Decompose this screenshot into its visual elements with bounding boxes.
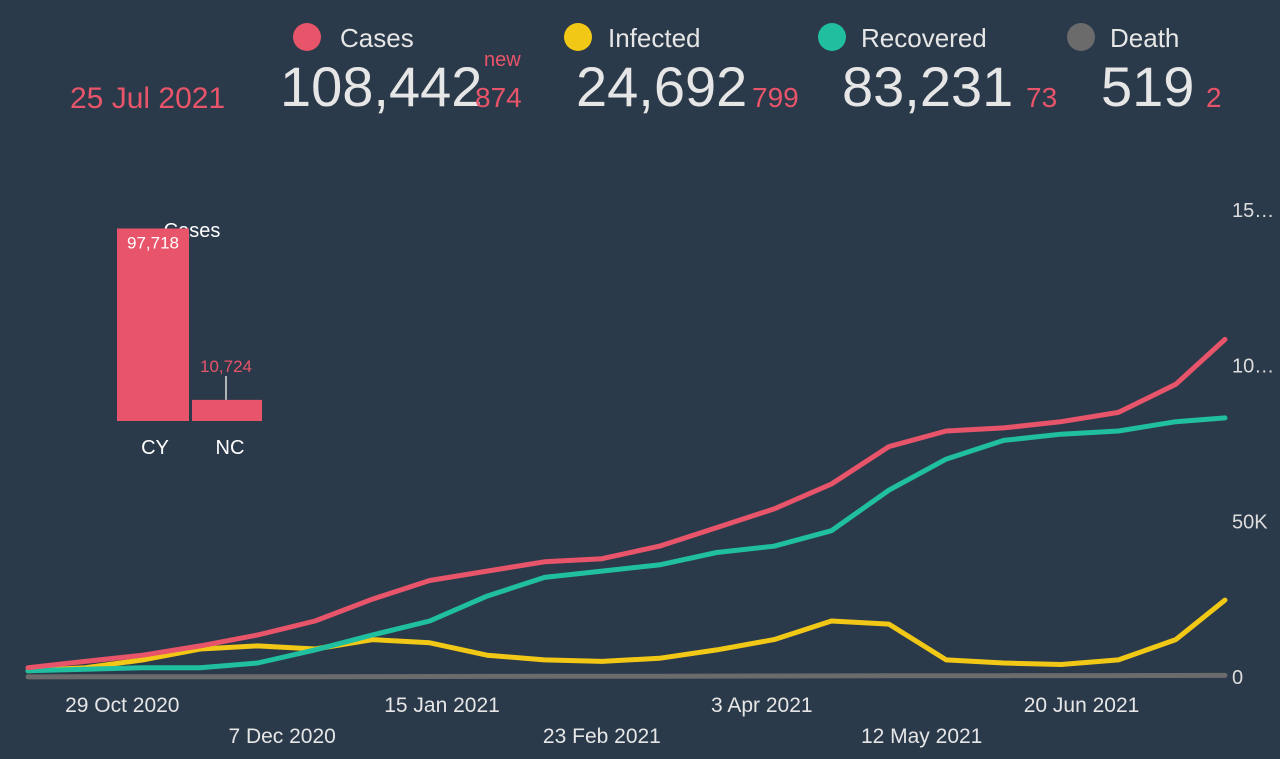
series-line bbox=[25, 336, 1228, 671]
date: 25 Jul 2021 bbox=[70, 82, 225, 115]
x-tick-label: NC bbox=[216, 437, 245, 459]
y-tick-label: 10… bbox=[1232, 356, 1274, 378]
series-line bbox=[25, 415, 1228, 674]
y-tick-label: 0 bbox=[1232, 667, 1243, 689]
y-tick-label: 50K bbox=[1232, 511, 1268, 533]
x-tick-label: 3 Apr 2021 bbox=[711, 694, 813, 717]
x-tick-label: 7 Dec 2020 bbox=[228, 725, 335, 748]
x-tick-label: 15 Jan 2021 bbox=[384, 694, 500, 717]
y-tick-label: 15… bbox=[1232, 200, 1274, 222]
stat-total: 24,692 bbox=[576, 55, 747, 118]
new-label: new bbox=[484, 49, 521, 71]
x-tick-label: 29 Oct 2020 bbox=[65, 694, 179, 717]
x-tick-label: 23 Feb 2021 bbox=[543, 725, 661, 748]
value-label: 10,724 bbox=[200, 357, 252, 376]
x-tick-label: 20 Jun 2021 bbox=[1024, 694, 1140, 717]
stat-total: 519 bbox=[1101, 55, 1194, 118]
series-line bbox=[25, 597, 1228, 674]
bar bbox=[117, 228, 189, 421]
legend-label: Recovered bbox=[861, 23, 987, 53]
stat-new: 73 bbox=[1026, 82, 1057, 113]
x-tick-label: 12 May 2021 bbox=[861, 725, 982, 748]
stat-total: 108,442 bbox=[280, 55, 482, 118]
stat-new: 2 bbox=[1206, 82, 1222, 113]
legend-dot bbox=[293, 23, 321, 51]
stat-total: 83,231 bbox=[842, 55, 1013, 118]
stat-new: 799 bbox=[752, 82, 799, 113]
legend-dot bbox=[564, 23, 592, 51]
x-tick-label: CY bbox=[141, 437, 169, 459]
stat-new: 874 bbox=[475, 82, 522, 113]
legend-label: Cases bbox=[340, 23, 414, 53]
legend-label: Death bbox=[1110, 23, 1179, 53]
bar bbox=[192, 399, 262, 421]
legend-dot bbox=[1067, 23, 1095, 51]
value-label: 97,718 bbox=[127, 233, 179, 252]
legend-dot bbox=[818, 23, 846, 51]
legend-label: Infected bbox=[608, 23, 701, 53]
series-line bbox=[25, 672, 1228, 680]
